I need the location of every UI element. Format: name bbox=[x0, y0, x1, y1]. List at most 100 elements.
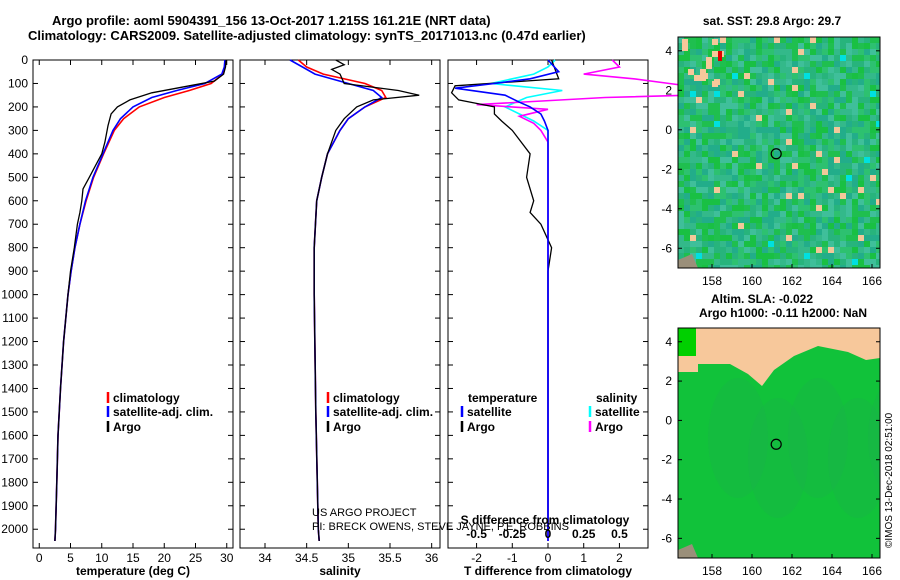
sst-cell bbox=[720, 259, 726, 265]
sst-cell bbox=[822, 259, 828, 265]
sst-cell bbox=[810, 61, 816, 67]
sst-cell bbox=[690, 79, 696, 85]
sst-cell bbox=[732, 265, 738, 268]
sst-cell bbox=[810, 187, 816, 193]
sst-cell bbox=[738, 259, 744, 265]
sst-cell bbox=[840, 157, 846, 163]
sst-cell bbox=[702, 55, 708, 61]
sst-cell bbox=[678, 133, 684, 139]
sst-cell bbox=[780, 121, 786, 127]
sst-cell bbox=[870, 55, 876, 61]
sst-cell bbox=[852, 235, 858, 241]
sst-cell bbox=[756, 217, 762, 223]
sst-cell bbox=[852, 151, 858, 157]
sst-cell bbox=[864, 109, 870, 115]
sst-cell bbox=[744, 145, 750, 151]
argo-line bbox=[54, 59, 227, 542]
sst-cell bbox=[774, 193, 780, 199]
sst-cell bbox=[768, 241, 774, 247]
sst-cell bbox=[702, 259, 708, 265]
sst-cell bbox=[714, 229, 720, 235]
sst-cell bbox=[876, 157, 880, 163]
sst-cell bbox=[690, 109, 696, 115]
sst-cell bbox=[810, 259, 816, 265]
sst-cell bbox=[732, 205, 738, 211]
y-tick-label: -4 bbox=[661, 492, 672, 506]
sst-cell bbox=[786, 133, 792, 139]
sst-cell bbox=[702, 37, 708, 43]
sst-cell bbox=[780, 97, 786, 103]
project-annotation: US ARGO PROJECT bbox=[312, 507, 417, 519]
sst-cell bbox=[756, 109, 762, 115]
sst-cell bbox=[840, 43, 846, 49]
sst-cell bbox=[708, 85, 714, 91]
sst-cell bbox=[756, 37, 762, 43]
sst-cell bbox=[738, 181, 744, 187]
sst-cell bbox=[810, 217, 816, 223]
sst-cell bbox=[834, 259, 840, 265]
sst-cell bbox=[762, 37, 768, 43]
sst-cell bbox=[792, 229, 798, 235]
sst-cell bbox=[846, 109, 852, 115]
sst-cell bbox=[876, 49, 880, 55]
sst-cell bbox=[810, 109, 816, 115]
sst-cell bbox=[816, 109, 822, 115]
sst-cell bbox=[750, 253, 756, 259]
sst-cell bbox=[756, 229, 762, 235]
sst-cell bbox=[792, 169, 798, 175]
sst-cell bbox=[798, 175, 804, 181]
sst-cell bbox=[726, 247, 732, 253]
sst-cell bbox=[876, 193, 880, 199]
sst-cell bbox=[798, 157, 804, 163]
sst-cell bbox=[726, 103, 732, 109]
sst-cell bbox=[720, 109, 726, 115]
sst-cell bbox=[804, 85, 810, 91]
sst-cell bbox=[690, 181, 696, 187]
sst-cell bbox=[792, 133, 798, 139]
sst-cell bbox=[840, 259, 846, 265]
sst-cell bbox=[678, 37, 684, 43]
sst-cell bbox=[864, 199, 870, 205]
sst-cell bbox=[810, 139, 816, 145]
land-cell bbox=[694, 75, 700, 81]
sst-cell bbox=[720, 199, 726, 205]
sst-cell bbox=[846, 241, 852, 247]
x-tick-label: 160 bbox=[742, 274, 762, 288]
sst-cell bbox=[828, 91, 834, 97]
sst-cell bbox=[822, 199, 828, 205]
sst-cell bbox=[702, 169, 708, 175]
sst-cell bbox=[768, 115, 774, 121]
sst-cell bbox=[750, 91, 756, 97]
sst-cell bbox=[702, 205, 708, 211]
x-tick-label: 25 bbox=[189, 551, 203, 565]
sst-cell bbox=[732, 37, 738, 43]
sst-cell bbox=[738, 163, 744, 169]
sst-cell bbox=[864, 181, 870, 187]
sst-cell bbox=[834, 115, 840, 121]
sst-cell bbox=[738, 115, 744, 121]
sst-cell bbox=[750, 247, 756, 253]
sst-cell bbox=[738, 247, 744, 253]
sst-cell bbox=[762, 151, 768, 157]
sst-cell bbox=[768, 247, 774, 253]
sst-cell bbox=[792, 91, 798, 97]
sst-cell bbox=[870, 49, 876, 55]
sst-cell bbox=[864, 139, 870, 145]
sst-cell bbox=[708, 223, 714, 229]
sst-cell bbox=[816, 187, 822, 193]
sst-cell bbox=[768, 127, 774, 133]
sst-cell bbox=[738, 175, 744, 181]
sst-cell bbox=[768, 265, 774, 268]
sst-cell bbox=[840, 91, 846, 97]
sst-cell bbox=[762, 139, 768, 145]
y-tick-label: 600 bbox=[8, 194, 28, 208]
sst-cell bbox=[690, 187, 696, 193]
sst-cell bbox=[786, 97, 792, 103]
sst-cell bbox=[684, 133, 690, 139]
sst-cell bbox=[804, 181, 810, 187]
sst-cell bbox=[720, 169, 726, 175]
sst-cell bbox=[750, 211, 756, 217]
sst-cell bbox=[744, 73, 750, 79]
sst-cell bbox=[786, 229, 792, 235]
x-tick-label: 15 bbox=[126, 551, 140, 565]
